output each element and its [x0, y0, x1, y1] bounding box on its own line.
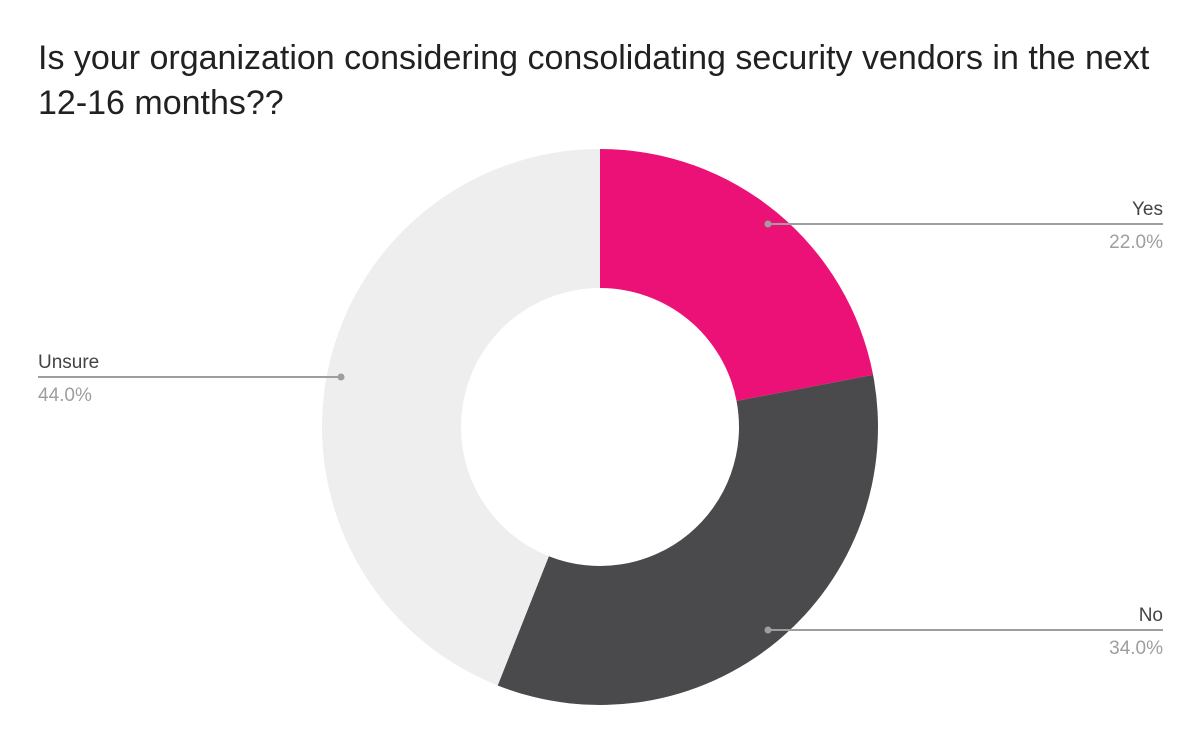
slice-yes	[600, 149, 874, 401]
label-name-yes: Yes	[1132, 199, 1163, 220]
leader-dot-unsure	[337, 373, 345, 381]
label-pct-no: 34.0%	[1109, 638, 1163, 659]
label-name-unsure: Unsure	[38, 352, 99, 373]
leader-dot-yes	[764, 220, 772, 228]
slice-labels: Yes 22.0% No 34.0% Unsure 44.0%	[38, 199, 1163, 659]
label-name-no: No	[1139, 605, 1163, 626]
chart-title: Is your organization considering consoli…	[38, 39, 1150, 122]
slice-unsure	[322, 148, 600, 686]
slice-no	[497, 374, 878, 705]
label-pct-unsure: 44.0%	[38, 385, 92, 406]
label-pct-yes: 22.0%	[1109, 232, 1163, 253]
donut-slices	[322, 148, 878, 705]
leader-dot-no	[764, 626, 772, 634]
